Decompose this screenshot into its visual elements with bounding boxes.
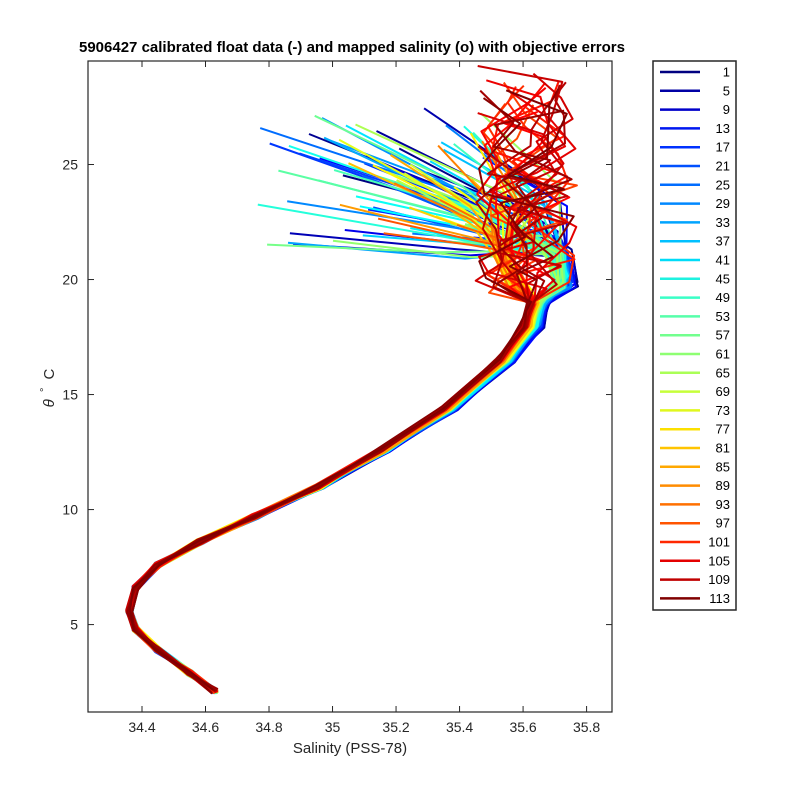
x-tick-label: 35.6 [509, 719, 536, 735]
x-tick-label: 34.8 [255, 719, 282, 735]
x-tick-label: 35.2 [382, 719, 409, 735]
x-axis-label: Salinity (PSS-78) [293, 740, 407, 757]
y-axis-label-symbol: θ [41, 399, 58, 407]
profile-line [131, 97, 575, 695]
legend-label: 49 [716, 290, 730, 305]
legend-label: 1 [723, 65, 730, 80]
legend-label: 85 [716, 459, 730, 474]
x-tick-label: 35.8 [573, 719, 600, 735]
legend-label: 109 [708, 572, 730, 587]
legend-label: 97 [716, 516, 730, 531]
legend-label: 29 [716, 196, 730, 211]
x-tick-label: 34.6 [192, 719, 219, 735]
y-tick-label: 20 [62, 272, 78, 288]
legend-label: 89 [716, 478, 730, 493]
x-tick-label: 35 [325, 719, 341, 735]
legend-label: 17 [716, 140, 730, 155]
legend-label: 13 [716, 121, 730, 136]
legend-label: 105 [708, 553, 730, 568]
legend-label: 77 [716, 422, 730, 437]
legend-label: 81 [716, 441, 730, 456]
legend-label: 57 [716, 328, 730, 343]
legend-label: 113 [709, 591, 730, 606]
y-axis-label-degree: ° [39, 388, 51, 392]
legend-label: 33 [716, 215, 730, 230]
y-tick-label: 15 [62, 387, 78, 403]
legend-label: 9 [723, 102, 730, 117]
legend-label: 37 [716, 234, 730, 249]
legend-label: 61 [716, 347, 730, 362]
legend-label: 93 [716, 497, 730, 512]
y-axis-label: θ ° C [35, 368, 58, 407]
chart-title: 5906427 calibrated float data (-) and ma… [79, 39, 625, 56]
legend-label: 69 [716, 384, 730, 399]
profile-line [129, 89, 568, 691]
x-tick-label: 34.4 [128, 719, 155, 735]
legend-label: 25 [716, 177, 730, 192]
y-tick-label: 25 [62, 157, 78, 173]
legend-label: 41 [716, 253, 730, 268]
legend: 1 5 9 13 17 21 25 29 33 37 41 45 49 53 57 61 65 69 73 77 81 8… [652, 60, 737, 611]
svg-text:θ ° C: θ ° C [35, 368, 58, 407]
y-tick-label: 10 [62, 502, 78, 518]
x-tick-label: 35.4 [446, 719, 473, 735]
legend-label: 45 [716, 271, 730, 286]
y-tick-label: 5 [70, 617, 78, 633]
legend-label: 65 [716, 365, 730, 380]
y-axis-ticks: 5 10 15 20 25 [62, 157, 612, 633]
axes-frame [87, 60, 613, 713]
legend-label: 101 [708, 535, 730, 550]
profile-lines [125, 65, 579, 695]
x-axis-ticks: 34.4 34.6 34.8 35 35.2 35.4 35.6 35.8 [128, 61, 600, 735]
legend-label: 53 [716, 309, 730, 324]
legend-label: 21 [716, 159, 730, 174]
legend-label: 73 [716, 403, 730, 418]
y-axis-label-unit: C [41, 368, 58, 379]
legend-label: 5 [723, 83, 730, 98]
